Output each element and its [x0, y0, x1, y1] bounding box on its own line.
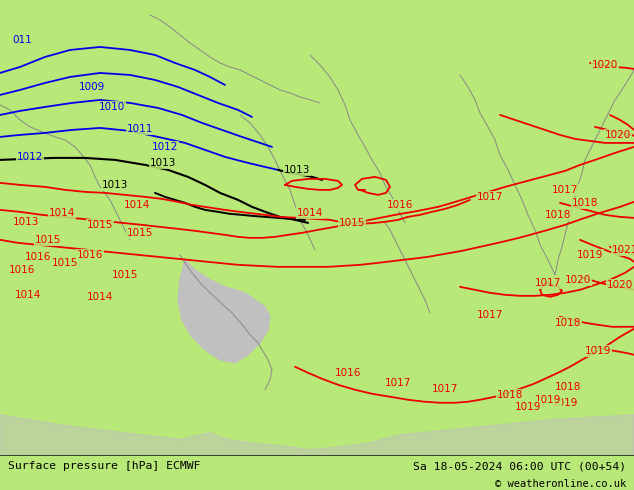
Text: 1015: 1015 — [339, 218, 365, 228]
Text: 1016: 1016 — [25, 252, 51, 262]
Text: 1018: 1018 — [555, 318, 581, 328]
Text: 1014: 1014 — [124, 200, 150, 210]
Text: 1016: 1016 — [335, 368, 361, 378]
Text: 1017: 1017 — [432, 384, 458, 394]
Text: 1020: 1020 — [605, 130, 631, 140]
Text: 1017: 1017 — [535, 278, 561, 288]
Text: 1013: 1013 — [150, 158, 176, 168]
Text: 1020: 1020 — [592, 60, 618, 70]
Text: 1019: 1019 — [535, 395, 561, 405]
Text: 1014: 1014 — [49, 208, 75, 218]
Text: 1020: 1020 — [607, 280, 633, 290]
Text: 1020: 1020 — [565, 275, 591, 285]
Text: 1015: 1015 — [52, 258, 78, 268]
Text: 1016: 1016 — [77, 250, 103, 260]
Text: 1017: 1017 — [477, 192, 503, 202]
Text: 1021: 1021 — [612, 245, 634, 255]
Text: 1015: 1015 — [127, 228, 153, 238]
Text: 1017: 1017 — [552, 185, 578, 195]
Text: 1010: 1010 — [99, 102, 125, 112]
Text: 1015: 1015 — [112, 270, 138, 280]
Text: 1012: 1012 — [17, 152, 43, 162]
Text: 1015: 1015 — [87, 220, 113, 230]
Text: Surface pressure [hPa] ECMWF: Surface pressure [hPa] ECMWF — [8, 461, 200, 471]
Text: 1013: 1013 — [284, 165, 310, 175]
Text: 1011: 1011 — [127, 124, 153, 134]
Text: 1018: 1018 — [545, 210, 571, 220]
Text: 1019: 1019 — [515, 402, 541, 412]
Text: 1018: 1018 — [572, 198, 598, 208]
Text: 1012: 1012 — [152, 142, 178, 152]
Text: © weatheronline.co.uk: © weatheronline.co.uk — [495, 479, 626, 489]
Text: 1019: 1019 — [585, 346, 611, 356]
Text: 1014: 1014 — [297, 208, 323, 218]
Text: 1019: 1019 — [577, 250, 603, 260]
Text: 1018: 1018 — [497, 390, 523, 400]
Polygon shape — [178, 260, 270, 363]
Polygon shape — [0, 415, 634, 455]
Text: 011: 011 — [12, 35, 32, 45]
Text: 1016: 1016 — [387, 200, 413, 210]
Text: 1016: 1016 — [9, 265, 36, 275]
Text: Sa 18-05-2024 06:00 UTC (00+54): Sa 18-05-2024 06:00 UTC (00+54) — [413, 461, 626, 471]
Text: 1015: 1015 — [35, 235, 61, 245]
Text: 1017: 1017 — [385, 378, 411, 388]
Text: 1014: 1014 — [15, 290, 41, 300]
Text: 1013: 1013 — [102, 180, 128, 190]
Text: 1009: 1009 — [79, 82, 105, 92]
Text: 1017: 1017 — [477, 310, 503, 320]
Text: 1013: 1013 — [13, 217, 39, 227]
Text: 1018: 1018 — [555, 382, 581, 392]
Text: 1019: 1019 — [552, 398, 578, 408]
Text: 1014: 1014 — [87, 292, 113, 302]
